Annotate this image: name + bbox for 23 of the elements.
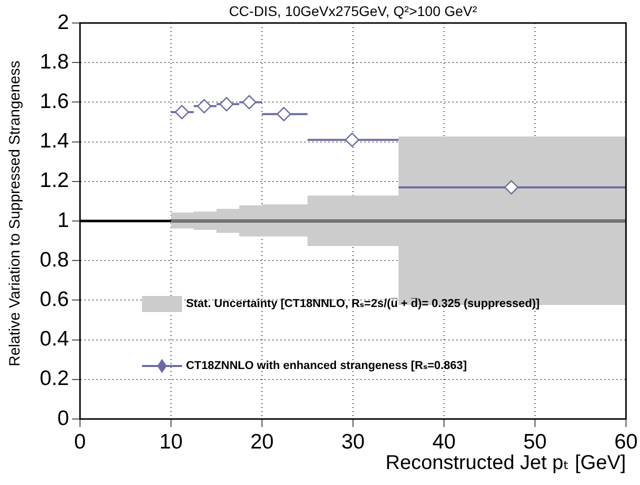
legend-label: CT18ZNNLO with enhanced strangeness [Rₛ=0.863] <box>186 360 467 372</box>
chart-title: CC-DIS, 10GeVx275GeV, Q²>100 GeV² <box>228 3 478 19</box>
x-tick-label: 60 <box>614 430 638 454</box>
y-tick-label: 0.8 <box>40 248 69 272</box>
x-tick-label: 40 <box>432 430 456 454</box>
y-tick-label: 0 <box>57 406 69 430</box>
x-tick-label: 0 <box>74 430 86 454</box>
y-tick-label: 1 <box>57 208 69 232</box>
y-tick-label: 1.4 <box>40 130 70 153</box>
y-tick-label: 0.4 <box>40 328 70 351</box>
x-tick-label: 10 <box>159 430 183 454</box>
y-tick-label: 1.6 <box>40 90 69 113</box>
y-tick-label: 2 <box>57 10 69 34</box>
x-tick-label: 50 <box>523 430 547 454</box>
y-tick-label: 1.2 <box>40 169 69 192</box>
y-tick-label: 0.2 <box>40 367 69 390</box>
y-tick-label: 0.6 <box>40 288 69 311</box>
x-axis-title: Reconstructed Jet pₜ [GeV] <box>386 451 626 475</box>
y-tick-label: 1.8 <box>40 50 69 74</box>
y-axis-title: Relative Variation to Suppressed Strangeness <box>6 60 24 368</box>
x-tick-label: 20 <box>250 430 274 454</box>
x-tick-label: 30 <box>341 430 365 454</box>
legend-label: Stat. Uncertainty [CT18NNLO, Rₛ=2s/(u̅ + d̅)= 0.325 (suppressed)] <box>186 297 540 310</box>
